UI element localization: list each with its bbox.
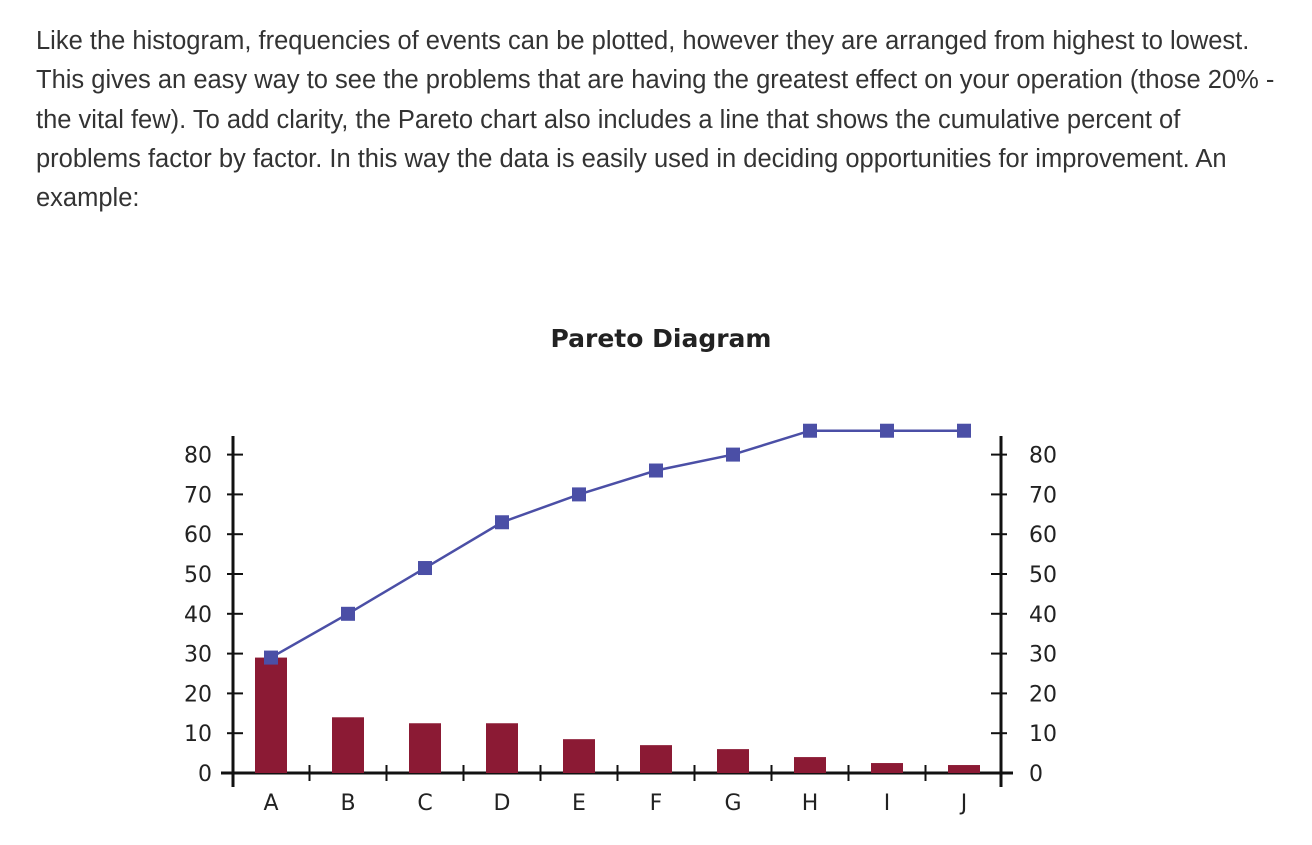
chart-title: Pareto Diagram — [551, 324, 772, 353]
cumulative-marker-e — [572, 487, 586, 502]
y-tick-label-left: 20 — [184, 682, 212, 707]
cumulative-marker-b — [341, 606, 355, 621]
y-tick-label-right: 60 — [1029, 523, 1057, 548]
y-tick-label-right: 70 — [1029, 483, 1057, 508]
bar-c — [409, 723, 441, 773]
cumulative-marker-f — [649, 463, 663, 478]
cumulative-marker-a — [264, 650, 278, 665]
y-tick-label-left: 60 — [184, 523, 212, 548]
cumulative-line-layer — [264, 423, 971, 665]
cumulative-line — [270, 429, 964, 659]
x-category-label: J — [959, 791, 968, 816]
y-tick-label-left: 70 — [184, 483, 212, 508]
x-category-label: F — [650, 791, 663, 816]
cumulative-marker-c — [418, 561, 432, 576]
y-tick-label-left: 10 — [184, 722, 212, 747]
y-tick-label-left: 80 — [184, 444, 212, 469]
x-category-label: G — [724, 791, 741, 816]
intro-paragraph: Like the histogram, frequencies of event… — [36, 27, 1275, 213]
bar-b — [332, 717, 364, 773]
y-tick-label-right: 50 — [1029, 563, 1057, 588]
x-category-label: A — [263, 791, 278, 816]
bar-h — [794, 757, 826, 773]
cumulative-marker-j — [957, 423, 971, 438]
y-tick-label-right: 0 — [1029, 762, 1043, 787]
y-tick-label-left: 0 — [198, 762, 212, 787]
y-tick-label-right: 20 — [1029, 682, 1057, 707]
bar-j — [948, 765, 980, 773]
y-tick-label-right: 30 — [1029, 643, 1057, 668]
y-tick-label-left: 50 — [184, 563, 212, 588]
cumulative-marker-g — [726, 447, 740, 462]
y-tick-label-left: 30 — [184, 643, 212, 668]
y-tick-label-right: 10 — [1029, 722, 1057, 747]
y-tick-label-right: 40 — [1029, 603, 1057, 628]
y-tick-label-left: 40 — [184, 603, 212, 628]
x-category-label: D — [494, 791, 511, 816]
labels-layer: 0 10 20 30 40 50 60 70 80 0 10 20 30 40 50 60 70 80 A B C D E F… — [184, 444, 1057, 816]
y-tick-label-right: 80 — [1029, 444, 1057, 469]
x-category-label: I — [884, 791, 891, 816]
x-category-label: B — [340, 791, 355, 816]
bar-d — [486, 723, 518, 773]
cumulative-marker-d — [495, 515, 509, 530]
bars-layer — [255, 657, 980, 773]
bar-g — [717, 749, 749, 773]
x-category-label: H — [802, 791, 819, 816]
bar-a — [255, 657, 287, 773]
bar-e — [563, 739, 595, 773]
x-category-label: C — [417, 791, 432, 816]
x-category-label: E — [572, 791, 586, 816]
bar-i — [871, 763, 903, 773]
pareto-chart: Pareto Diagram 0 10 20 30 40 50 60 70 80 0 10 20 30 4… — [184, 324, 1057, 816]
cumulative-marker-h — [803, 423, 817, 438]
cumulative-marker-i — [880, 423, 894, 438]
bar-f — [640, 745, 672, 773]
